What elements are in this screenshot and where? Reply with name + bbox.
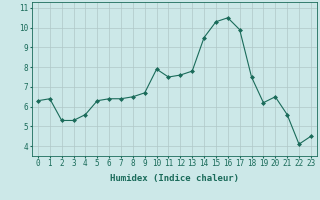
X-axis label: Humidex (Indice chaleur): Humidex (Indice chaleur)	[110, 174, 239, 183]
